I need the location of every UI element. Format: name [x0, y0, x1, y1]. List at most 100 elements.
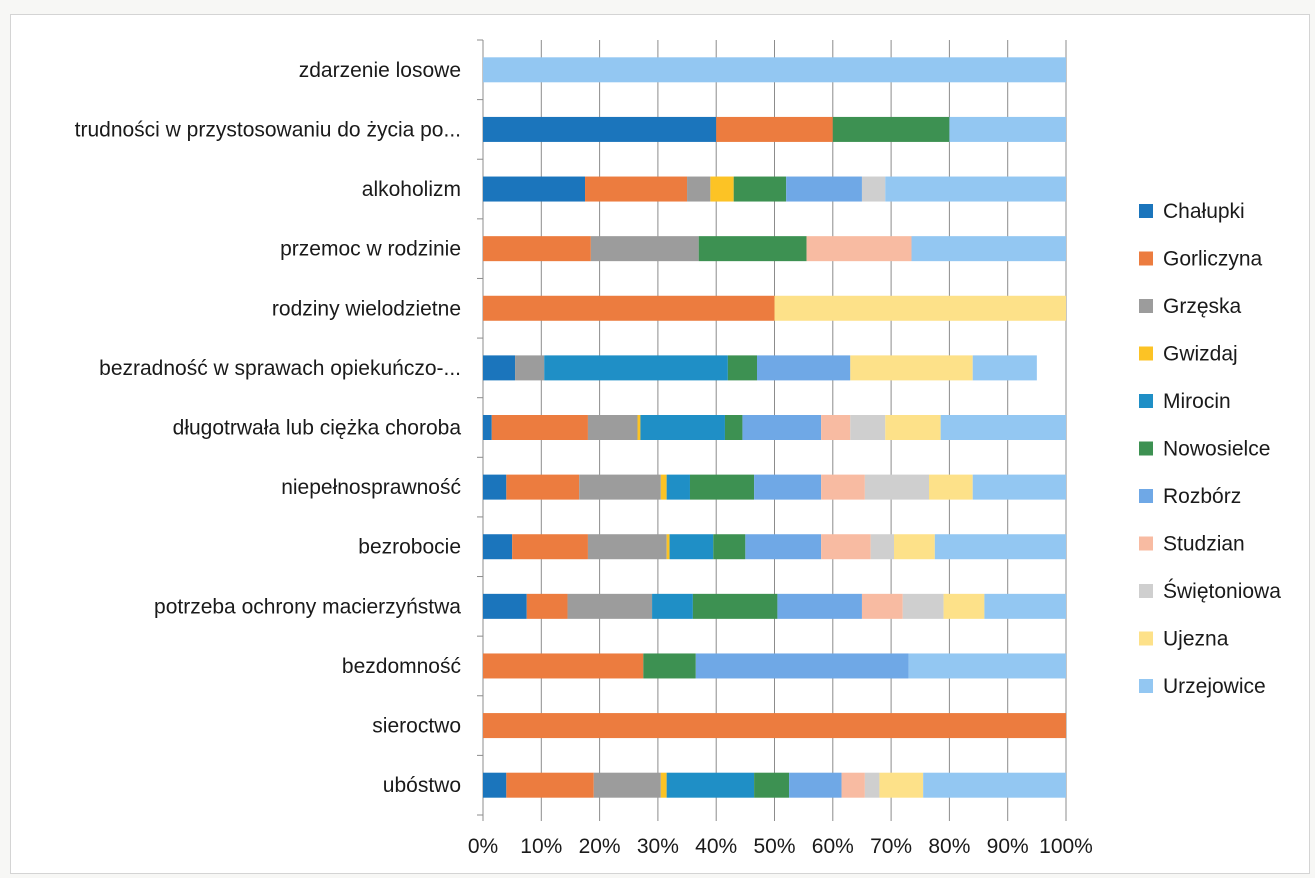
category-label: bezrobocie — [358, 536, 461, 559]
bar-segment — [862, 594, 903, 619]
bar-segment — [713, 534, 745, 559]
bar-segment — [941, 415, 1066, 440]
bar-segment — [879, 773, 923, 798]
bar-segment — [670, 534, 714, 559]
bar-segment — [833, 117, 950, 142]
bar-segment — [716, 117, 833, 142]
legend-label: Ujezna — [1163, 628, 1229, 651]
x-tick-label: 70% — [870, 835, 912, 858]
bar-segment — [885, 415, 940, 440]
bar-segment — [515, 355, 544, 380]
bar-segment — [935, 534, 1066, 559]
category-label: bezdomność — [342, 655, 461, 678]
legend-label: Mirocin — [1163, 390, 1231, 413]
bar-segment — [527, 594, 568, 619]
legend-label: Gorliczyna — [1163, 248, 1263, 271]
bar-segment — [667, 773, 754, 798]
category-label: rodziny wielodzietne — [272, 297, 461, 320]
bar-segment — [775, 296, 1067, 321]
bar-segment — [754, 773, 789, 798]
bar-segment — [850, 355, 972, 380]
category-label: bezradność w sprawach opiekuńczo-... — [99, 357, 461, 380]
bar-segment — [842, 773, 865, 798]
bar-segment — [757, 355, 850, 380]
bar-segment — [984, 594, 1066, 619]
x-tick-label: 50% — [753, 835, 795, 858]
bar-segment — [667, 475, 690, 500]
bar-segment — [699, 236, 807, 261]
bar-segment — [821, 534, 871, 559]
legend-label: Gwizdaj — [1163, 343, 1238, 366]
bar-segment — [944, 594, 985, 619]
bar-segment — [789, 773, 841, 798]
bar-segment — [973, 355, 1037, 380]
bar-segment — [862, 177, 885, 202]
bar-segment — [821, 415, 850, 440]
legend-swatch — [1139, 347, 1153, 361]
bar-segment — [544, 355, 728, 380]
category-label: zdarzenie losowe — [299, 59, 461, 82]
bar-segment — [850, 415, 885, 440]
bar-segment — [483, 534, 512, 559]
x-tick-label: 100% — [1039, 835, 1093, 858]
bar-segment — [594, 773, 661, 798]
bar-segment — [690, 475, 754, 500]
bar-segment — [929, 475, 973, 500]
bar-segment — [483, 296, 775, 321]
bar-segment — [492, 415, 588, 440]
legend-label: Grzęska — [1163, 295, 1242, 318]
chart-frame: 0% 10% 20% 30% 40% 50% 60% 70% 80% 90% 100% ubóstwo… — [10, 14, 1310, 874]
bar-segment — [661, 773, 667, 798]
bar-segment — [777, 594, 862, 619]
bar-segment — [591, 236, 699, 261]
bar-segment — [483, 475, 506, 500]
bar-segment — [687, 177, 710, 202]
legend-swatch — [1139, 632, 1153, 646]
category-label: ubóstwo — [383, 774, 461, 797]
bar-segment — [483, 773, 506, 798]
legend-swatch — [1139, 299, 1153, 313]
bar-segment — [693, 594, 778, 619]
bar-segment — [923, 773, 1066, 798]
category-label: przemoc w rodzinie — [280, 238, 461, 261]
bar-segment — [894, 534, 935, 559]
legend-label: Chałupki — [1163, 200, 1245, 223]
bar-segment — [588, 415, 638, 440]
bar-segment — [483, 177, 585, 202]
category-label: sieroctwo — [372, 715, 461, 738]
bar-segment — [483, 653, 643, 678]
bar-segment — [661, 475, 667, 500]
legend-swatch — [1139, 489, 1153, 503]
bar-segment — [903, 594, 944, 619]
bar-segment — [909, 653, 1066, 678]
legend-swatch — [1139, 679, 1153, 693]
category-label: niepełnosprawność — [281, 476, 461, 499]
legend-swatch — [1139, 204, 1153, 218]
legend-swatch — [1139, 394, 1153, 408]
bar-segment — [745, 534, 821, 559]
x-tick-label: 90% — [987, 835, 1029, 858]
bar-segment — [786, 177, 862, 202]
bar-segment — [512, 534, 588, 559]
bar-segment — [640, 415, 725, 440]
bar-segment — [734, 177, 786, 202]
stacked-bar-chart: 0% 10% 20% 30% 40% 50% 60% 70% 80% 90% 100% ubóstwo… — [11, 15, 1309, 873]
bar-segment — [643, 653, 695, 678]
legend-swatch — [1139, 584, 1153, 598]
x-tick-label: 80% — [928, 835, 970, 858]
bar-segment — [506, 773, 593, 798]
bar-segment — [483, 236, 591, 261]
bar-segment — [821, 475, 865, 500]
category-label: alkoholizm — [362, 178, 461, 201]
bar-segment — [885, 177, 1066, 202]
legend-swatch — [1139, 537, 1153, 551]
bar-segment — [725, 415, 742, 440]
legend-label: Studzian — [1163, 533, 1245, 556]
bar-segment — [652, 594, 693, 619]
bar-segment — [585, 177, 687, 202]
bar-segment — [865, 475, 929, 500]
legend-label: Rozbórz — [1163, 485, 1241, 508]
x-tick-label: 10% — [520, 835, 562, 858]
bar-segment — [949, 117, 1066, 142]
bar-segment — [568, 594, 653, 619]
